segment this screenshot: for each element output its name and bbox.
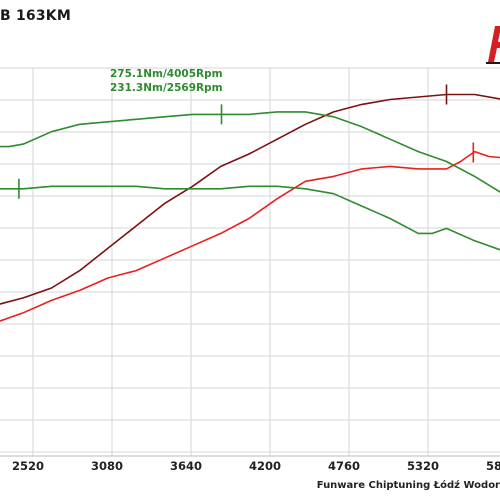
x-tick-label: 4760 xyxy=(328,459,360,473)
series-line-power_tuned xyxy=(0,93,500,305)
logo-underline xyxy=(486,62,500,64)
chart-annotations: 275.1Nm/4005Rpm 231.3Nm/2569Rpm xyxy=(110,68,223,94)
x-tick-label: 2520 xyxy=(12,459,44,473)
x-tick-label: 3080 xyxy=(91,459,123,473)
x-tick-label: 4200 xyxy=(249,459,281,473)
series-line-torque_stock xyxy=(0,185,500,251)
logo-mark xyxy=(488,26,500,62)
chart-series xyxy=(0,93,500,322)
annotation-label-torque_tuned: 275.1Nm/4005Rpm xyxy=(110,68,223,80)
series-line-torque_tuned xyxy=(0,111,500,193)
x-axis-ticks: 2520 3080 3640 4200 4760 5320 588 xyxy=(12,459,500,473)
x-tick-label: 3640 xyxy=(170,459,202,473)
brand-logo-icon xyxy=(486,26,500,64)
chart-markers xyxy=(18,84,475,199)
chart-grid xyxy=(0,67,500,457)
x-tick-label: 5320 xyxy=(407,459,439,473)
x-tick-label: 588 xyxy=(486,459,500,473)
annotation-label-torque_stock: 231.3Nm/2569Rpm xyxy=(110,82,223,94)
footer-credit: Funware Chiptuning Łódź Wodor xyxy=(316,480,500,491)
series-line-power_stock xyxy=(0,150,500,322)
chart-title: B 163KM xyxy=(0,8,71,24)
